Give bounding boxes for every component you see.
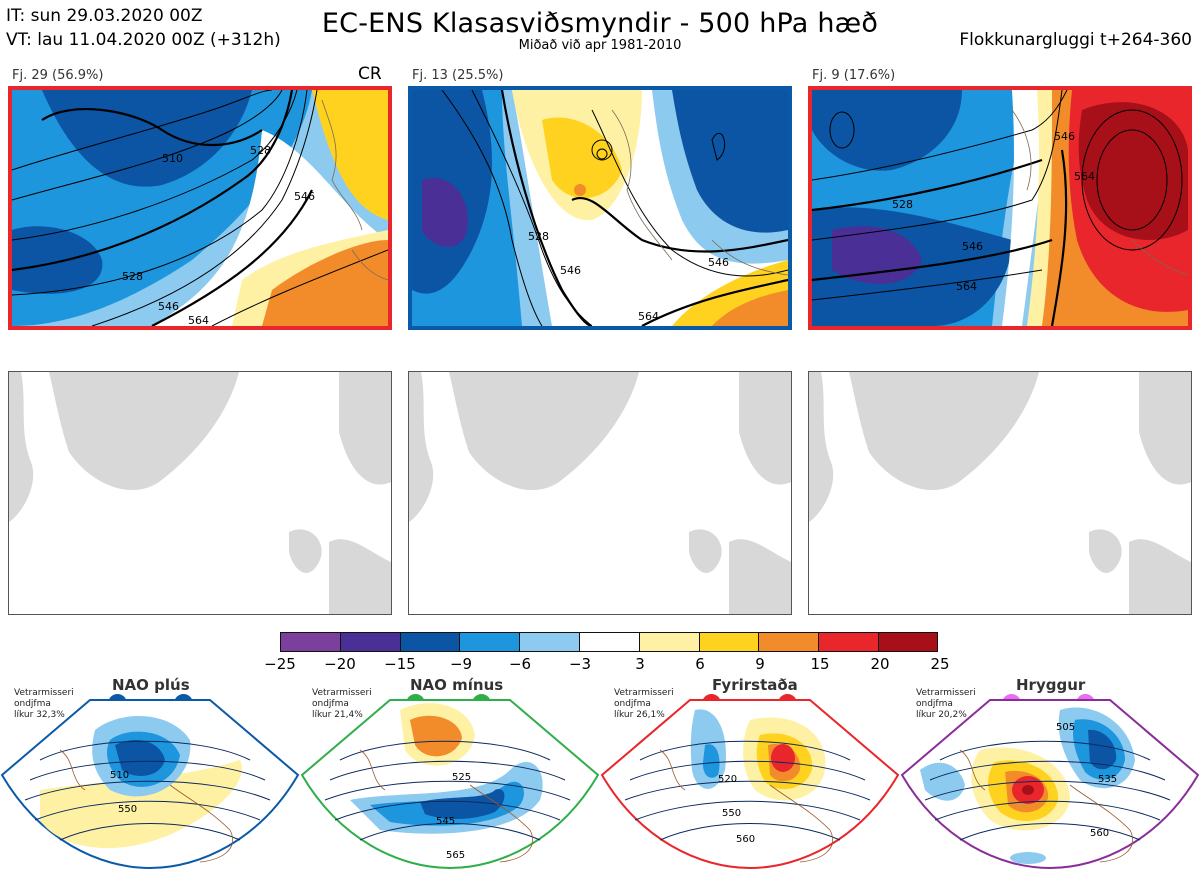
regime-2-title: NAO mínus [410,676,504,694]
contour-label: 550 [722,808,741,819]
contour-label: 510 [162,152,183,165]
basemap-panel-2 [408,371,792,615]
colorbar-tick: 20 [870,655,890,673]
cluster-2-map: 528 546 564 546 [408,86,792,330]
colorbar-tick: 25 [930,655,950,673]
contour-label: 546 [560,264,581,277]
colorbar-cell [280,632,340,652]
regime-3-title: Fyrirstaða [712,676,798,694]
contour-label: 505 [1056,722,1075,733]
regime-4-map: 505 535 560 [900,699,1200,870]
colorbar-tick: −9 [449,655,473,673]
colorbar-cell [459,632,520,652]
colorbar-cell [339,632,400,652]
colorbar-cell [578,632,639,652]
contour-label: 528 [892,198,913,211]
contour-label: 546 [158,300,179,313]
colorbar-tick: −20 [324,655,356,673]
contour-label: 546 [294,190,315,203]
cluster-window: Flokkunargluggi t+264-360 [959,30,1192,50]
contour-label: 560 [736,834,755,845]
contour-label: 565 [446,850,465,861]
colorbar-tick: 15 [810,655,830,673]
colorbar-cell [758,632,819,652]
regime-2-map: 525 545 565 [300,699,600,870]
basemap-panel-1 [8,371,392,615]
basemap-panel-3 [808,371,1192,615]
regime-4-note: Vetrarmisseri ondjfma líkur 20,2% [916,688,976,720]
contour-label: 535 [1098,774,1117,785]
contour-label: 520 [718,774,737,785]
colorbar-cell [698,632,759,652]
colorbar-tick: −6 [508,655,532,673]
cluster-3-label: Fj. 9 (17.6%) [812,68,896,83]
valid-time: VT: lau 11.04.2020 00Z (+312h) [6,30,281,50]
contour-label: 528 [250,144,271,157]
contour-label: 525 [452,772,471,783]
contour-label: 546 [962,240,983,253]
colorbar-cell [877,632,938,652]
cluster-1-label: Fj. 29 (56.9%) [12,68,104,83]
contour-label: 528 [122,270,143,283]
page-subtitle: Miðað við apr 1981-2010 [518,38,682,53]
regime-2-note: Vetrarmisseri ondjfma líkur 21,4% [312,688,372,720]
init-time: IT: sun 29.03.2020 00Z [6,6,203,26]
regime-4-title: Hryggur [1016,676,1086,694]
regime-1-note: Vetrarmisseri ondjfma líkur 32,3% [14,688,74,720]
colorbar-cell [638,632,699,652]
cluster-1-map: 510 528 546 528 546 564 [8,86,392,330]
colorbar-cell [818,632,878,652]
colorbar-tick: −25 [264,655,296,673]
cluster-2-label: Fj. 13 (25.5%) [412,68,504,83]
colorbar-tick: 9 [755,655,765,673]
regime-3-note: Vetrarmisseri ondjfma líkur 26,1% [614,688,674,720]
page-title: EC-ENS Klasasviðsmyndir - 500 hPa hæð [321,8,879,39]
cluster-3-map: 528 546 564 546 564 [808,86,1192,330]
regime-1-map: 510 550 [0,699,300,870]
contour-label: 510 [110,770,129,781]
contour-label: 564 [188,314,209,326]
colorbar-cell [519,632,579,652]
contour-label: 564 [1074,170,1095,183]
colorbar [280,632,938,652]
colorbar-tick: −3 [568,655,592,673]
colorbar-cell [399,632,460,652]
colorbar-tick: 6 [695,655,705,673]
contour-label: 560 [1090,828,1109,839]
contour-label: 546 [1054,130,1075,143]
cluster-1-tag: CR [358,64,382,84]
contour-label: 564 [638,310,659,323]
contour-label: 546 [708,256,729,269]
contour-label: 545 [436,816,455,827]
regime-3-map: 520 550 560 [600,699,900,870]
colorbar-tick: 3 [635,655,645,673]
colorbar-tick: −15 [384,655,416,673]
contour-label: 564 [956,280,977,293]
regime-1-title: NAO plús [112,676,190,694]
contour-label: 550 [118,804,137,815]
contour-label: 528 [528,230,549,243]
